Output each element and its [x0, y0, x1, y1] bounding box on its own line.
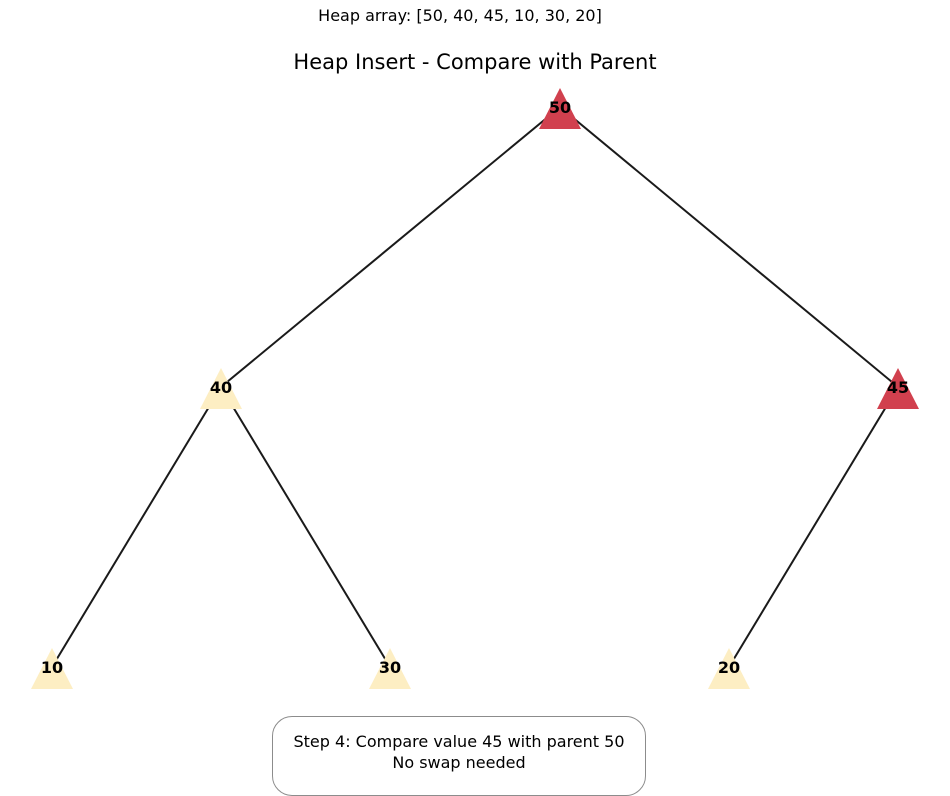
edge-n1-n4	[220, 386, 391, 668]
edge-n2-n5	[728, 386, 899, 668]
node-label: 20	[718, 658, 740, 677]
node-triangle-marker	[200, 368, 242, 409]
node-triangle-marker	[369, 648, 411, 689]
node-triangle-marker	[708, 648, 750, 689]
node-label: 50	[549, 98, 571, 117]
status-line-1: Step 4: Compare value 45 with parent 50	[293, 732, 625, 751]
tree-node-10: 10	[31, 648, 73, 689]
nodes-layer: 50 40 45 10 30 20	[31, 88, 919, 689]
edge-n1-n3	[51, 386, 222, 668]
status-line-2: No swap needed	[392, 753, 526, 772]
edges-layer	[51, 106, 899, 668]
tree-node-40: 40	[200, 368, 242, 409]
tree-node-50: 50	[539, 88, 581, 129]
tree-node-45: 45	[877, 368, 919, 409]
node-triangle-marker	[877, 368, 919, 409]
node-triangle-marker	[31, 648, 73, 689]
node-label: 10	[41, 658, 63, 677]
diagram-title: Heap Insert - Compare with Parent	[293, 50, 657, 74]
tree-node-30: 30	[369, 648, 411, 689]
node-triangle-marker	[539, 88, 581, 129]
node-label: 40	[210, 378, 232, 397]
edge-n0-n1	[220, 106, 561, 388]
node-label: 30	[379, 658, 401, 677]
heap-array-caption: Heap array: [50, 40, 45, 10, 30, 20]	[318, 6, 602, 25]
node-label: 45	[887, 378, 909, 397]
edge-n0-n2	[559, 106, 899, 388]
tree-node-20: 20	[708, 648, 750, 689]
status-box: Step 4: Compare value 45 with parent 50 …	[272, 716, 646, 796]
